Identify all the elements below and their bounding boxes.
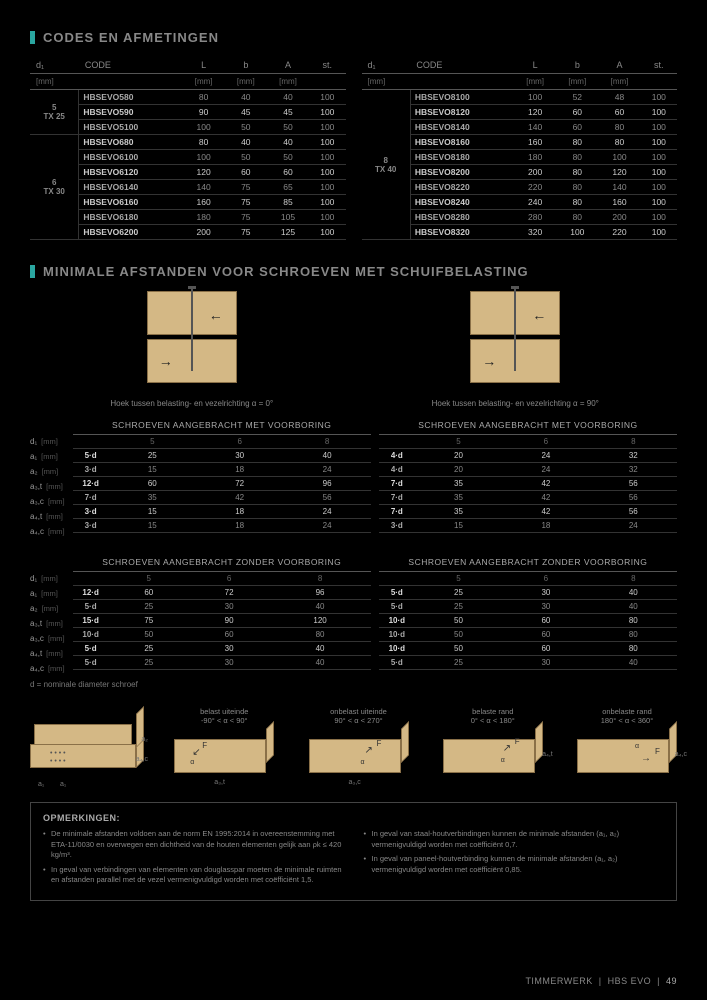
accent-bar-icon — [30, 265, 35, 278]
shear-diagrams-row: ← → ← → — [30, 291, 677, 391]
dist-table-zonder-right: 5685·d2530405·d25304010·d50608010·d50608… — [379, 572, 677, 670]
page-footer: TIMMERWERK | HBS EVO | 49 — [525, 976, 677, 986]
arrow-icon: → — [159, 353, 173, 369]
section-title-text: MINIMALE AFSTANDEN VOOR SCHROEVEN MET SC… — [43, 264, 529, 279]
codes-table-right: d₁CODELbAst.[mm][mm][mm][mm]8TX 40HBSEVO… — [362, 57, 678, 240]
iso-diagram-a3t: belast uiteinde-90° < α < 90° ↙ F α a₃,t — [174, 707, 274, 784]
diagram-captions: Hoek tussen belasting- en vezelrichting … — [30, 395, 677, 408]
dist-row-labels: d₁[mm]a₁[mm]a₂[mm]a₃,t[mm]a₃,c[mm]a₄,t[m… — [30, 553, 65, 676]
dist-header-zonder-right: SCHROEVEN AANGEBRACHT ZONDER VOORBORING — [379, 553, 677, 572]
codes-tables-row: d₁CODELbAst.[mm][mm][mm][mm]5TX 25HBSEVO… — [30, 57, 677, 240]
footer-product: HBS EVO — [608, 976, 652, 986]
dist-header-met-right: SCHROEVEN AANGEBRACHT MET VOORBORING — [379, 416, 677, 435]
dist-zonder-row: d₁[mm]a₁[mm]a₂[mm]a₃,t[mm]a₃,c[mm]a₄,t[m… — [30, 553, 677, 676]
diagram-alpha-0: ← → — [147, 291, 237, 391]
iso-diagrams-row: • • • • • • • • a₂ a₄,c a₁ a₁ belast uit… — [30, 707, 677, 784]
notes-title: OPMERKINGEN: — [43, 813, 664, 823]
codes-table-left-wrap: d₁CODELbAst.[mm][mm][mm][mm]5TX 25HBSEVO… — [30, 57, 346, 240]
arrow-icon: ← — [209, 307, 223, 323]
arrow-icon: → — [482, 353, 496, 369]
note-diameter: d = nominale diameter schroef — [30, 680, 677, 689]
dist-header-zonder-left: SCHROEVEN AANGEBRACHT ZONDER VOORBORING — [73, 553, 371, 572]
footer-category: TIMMERWERK — [525, 976, 592, 986]
dist-met-row: d₁[mm]a₁[mm]a₂[mm]a₃,t[mm]a₃,c[mm]a₄,t[m… — [30, 416, 677, 539]
diagram-alpha-90: ← → — [470, 291, 560, 391]
dist-row-labels: d₁[mm]a₁[mm]a₂[mm]a₃,t[mm]a₃,c[mm]a₄,t[m… — [30, 416, 65, 539]
codes-table-left: d₁CODELbAst.[mm][mm][mm][mm]5TX 25HBSEVO… — [30, 57, 346, 240]
notes-list-left: De minimale afstanden voldoen aan de nor… — [43, 829, 344, 890]
notes-list-right: In geval van staal-houtverbindingen kunn… — [364, 829, 665, 890]
section-title-text: CODES EN AFMETINGEN — [43, 30, 219, 45]
iso-diagram-a4t: belaste rand0° < α < 180° ↗ F α a₄,t — [443, 707, 543, 784]
dist-table-met-right: 5684·d2024324·d2024327·d3542567·d3542567… — [379, 435, 677, 533]
arrow-icon: ← — [532, 307, 546, 323]
footer-page-number: 49 — [666, 976, 677, 986]
iso-diagram-a4c: onbelaste rand180° < α < 360° → F α a₄,c — [577, 707, 677, 784]
codes-table-right-wrap: d₁CODELbAst.[mm][mm][mm][mm]8TX 40HBSEVO… — [362, 57, 678, 240]
section-title-distances: MINIMALE AFSTANDEN VOOR SCHROEVEN MET SC… — [30, 264, 677, 279]
section-title-codes: CODES EN AFMETINGEN — [30, 30, 677, 45]
caption-alpha-90: Hoek tussen belasting- en vezelrichting … — [354, 399, 678, 408]
dist-header-met-left: SCHROEVEN AANGEBRACHT MET VOORBORING — [73, 416, 371, 435]
notes-box: OPMERKINGEN: De minimale afstanden voldo… — [30, 802, 677, 901]
dist-table-zonder-left: 56812·d6072965·d25304015·d759012010·d506… — [73, 572, 371, 670]
caption-alpha-0: Hoek tussen belasting- en vezelrichting … — [30, 399, 354, 408]
iso-diagram-spacing: • • • • • • • • a₂ a₄,c a₁ a₁ — [30, 714, 140, 784]
dist-table-met-left: 5685·d2530403·d15182412·d6072967·d354256… — [73, 435, 371, 533]
iso-diagram-a3c: onbelast uiteinde90° < α < 270° ↗ F α a₃… — [309, 707, 409, 784]
accent-bar-icon — [30, 31, 35, 44]
